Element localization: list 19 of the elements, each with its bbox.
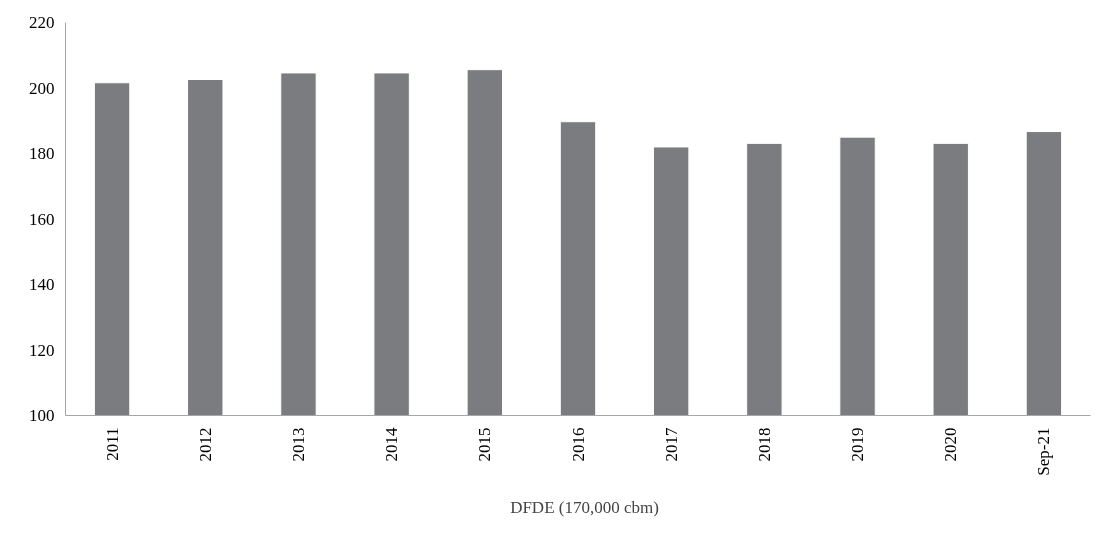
x-tick-label: 2019	[848, 427, 868, 462]
x-tick-label: 2014	[382, 427, 402, 462]
y-tick-label: 220	[29, 13, 55, 32]
x-tick-label: 2018	[754, 427, 774, 462]
y-tick-label: 120	[29, 340, 55, 360]
x-tick-label: 2020	[941, 427, 961, 462]
y-tick-label: 180	[29, 144, 55, 163]
x-tick-label: 2011	[102, 427, 122, 461]
text: DFDE (170,000 cbm)	[510, 498, 659, 518]
x-tick-label: 2012	[195, 427, 215, 462]
x-tick-label: 2015	[475, 427, 495, 462]
y-tick-label: 160	[29, 209, 55, 229]
x-tick-label: 2016	[568, 427, 588, 462]
y-tick-label: 100	[29, 406, 55, 425]
x-tick-label: 2017	[661, 427, 681, 462]
y-tick-label: 140	[29, 275, 55, 294]
y-tick-label: 200	[29, 78, 55, 98]
x-tick-label: 2013	[288, 427, 308, 462]
x-tick-label: Sep-21	[1034, 427, 1054, 476]
